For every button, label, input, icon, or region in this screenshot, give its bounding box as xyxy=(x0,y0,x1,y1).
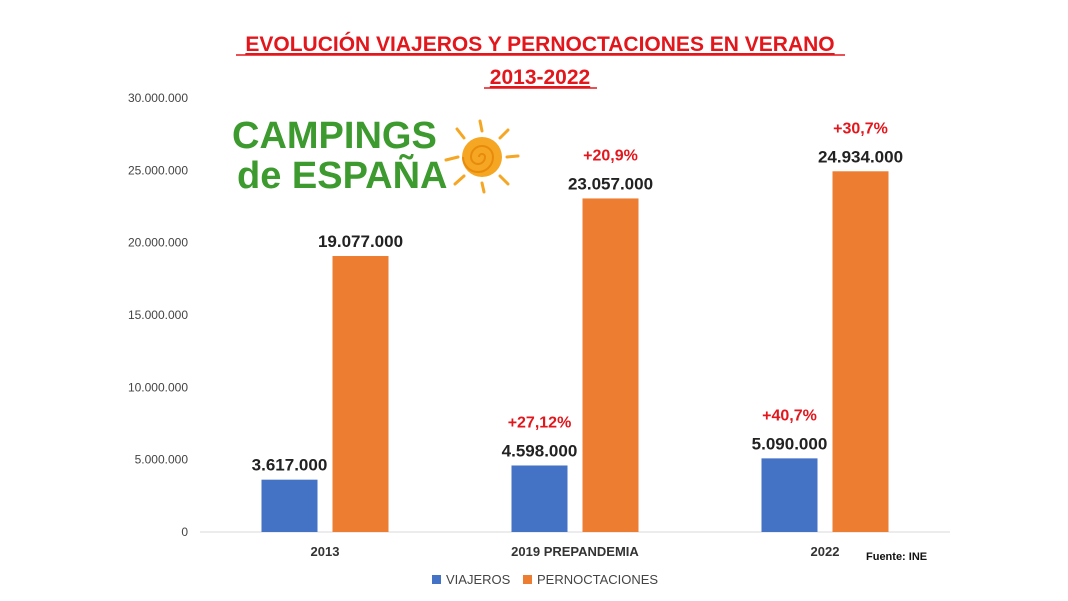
data-label: 3.617.000 xyxy=(252,456,328,475)
sun-icon xyxy=(444,119,520,194)
y-tick-label: 0 xyxy=(181,525,188,539)
x-tick-label: 2013 xyxy=(311,544,340,559)
logo-line-1: CAMPINGS xyxy=(232,115,437,157)
bar-viajeros xyxy=(261,479,318,532)
y-tick-label: 15.000.000 xyxy=(128,308,188,322)
y-tick-label: 10.000.000 xyxy=(128,380,188,394)
x-tick-label: 2022 xyxy=(811,544,840,559)
y-tick-label: 5.000.000 xyxy=(135,453,189,467)
legend-label-viajeros: VIAJEROS xyxy=(446,572,511,587)
bar-pernoctaciones xyxy=(832,171,889,532)
y-tick-label: 20.000.000 xyxy=(128,236,188,250)
data-label: 19.077.000 xyxy=(318,232,403,251)
bars xyxy=(261,171,889,532)
percent-change-label: +20,9% xyxy=(583,147,638,164)
data-label: 23.057.000 xyxy=(568,174,653,193)
campings-de-espana-logo: CAMPINGS de ESPAÑA xyxy=(232,115,520,197)
y-tick-label: 25.000.000 xyxy=(128,163,188,177)
chart-title: EVOLUCIÓN VIAJEROS Y PERNOCTACIONES EN V… xyxy=(245,32,834,56)
axes: 0 5.000.000 10.000.000 15.000.000 20.000.000… xyxy=(128,91,950,559)
bar-viajeros xyxy=(761,458,818,532)
legend: VIAJEROS PERNOCTACIONES xyxy=(432,572,658,587)
percent-change-label: +40,7% xyxy=(762,407,817,424)
y-tick-label: 30.000.000 xyxy=(128,91,188,105)
percent-change-label: +30,7% xyxy=(833,120,888,137)
legend-swatch-viajeros xyxy=(432,575,441,584)
data-labels: 3.617.000 19.077.000 4.598.000 +27,12% 23.05… xyxy=(252,120,903,474)
data-label: 4.598.000 xyxy=(502,441,578,460)
percent-change-label: +27,12% xyxy=(508,414,572,431)
source-note: Fuente: INE xyxy=(866,551,927,563)
bar-pernoctaciones xyxy=(332,256,389,532)
legend-label-pernoctaciones: PERNOCTACIONES xyxy=(537,572,658,587)
bar-pernoctaciones xyxy=(582,198,639,532)
chart-subtitle: 2013-2022 xyxy=(490,66,590,89)
data-label: 5.090.000 xyxy=(752,434,828,453)
data-label: 24.934.000 xyxy=(818,147,903,166)
bar-viajeros xyxy=(511,465,568,532)
x-tick-label: 2019 PREPANDEMIA xyxy=(511,544,639,559)
logo-line-2: de ESPAÑA xyxy=(237,153,447,197)
legend-swatch-pernoctaciones xyxy=(523,575,532,584)
